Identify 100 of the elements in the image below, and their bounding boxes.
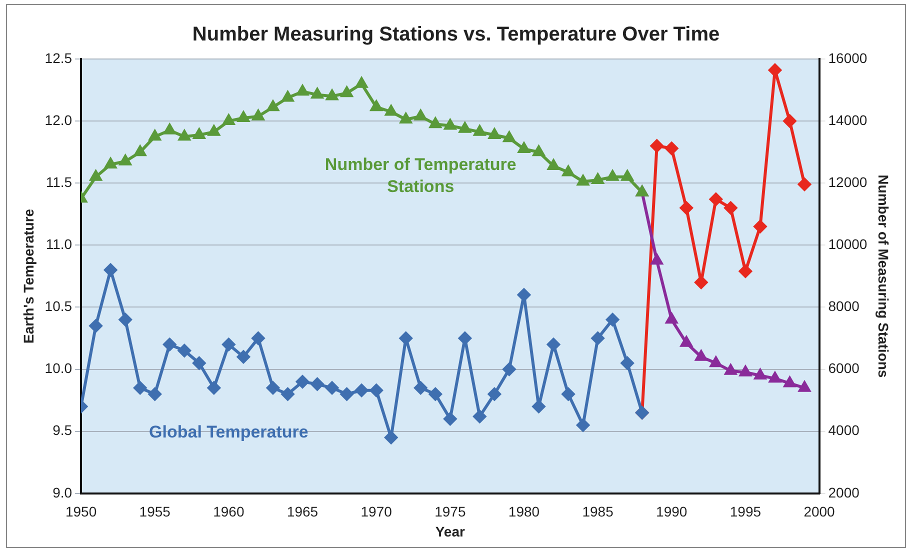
point (754, 220, 767, 234)
x-tick-label: 1985 (582, 504, 614, 520)
point (532, 400, 546, 414)
y-tick-label: 10.5 (44, 298, 72, 314)
point (428, 388, 442, 401)
x-tick-label: 2000 (804, 504, 836, 520)
y2-tick-label: 12000 (828, 174, 868, 190)
point (444, 412, 457, 426)
series-label: Global Temperature (149, 422, 308, 442)
y-tick-label: 10.0 (44, 360, 72, 376)
point (548, 160, 560, 170)
point (474, 125, 486, 136)
point (591, 332, 604, 345)
point (310, 378, 324, 391)
point (267, 100, 279, 112)
point (282, 91, 294, 102)
point (118, 313, 132, 326)
point (238, 111, 250, 122)
point (547, 338, 560, 351)
y-axis-title: Earth's Temperature (20, 208, 36, 344)
point (178, 344, 191, 358)
point (414, 381, 428, 394)
point (296, 375, 310, 388)
x-tick-label: 1960 (213, 504, 244, 520)
point (473, 410, 486, 423)
y-tick-label: 11.5 (46, 174, 72, 190)
point (502, 362, 516, 376)
point (724, 201, 738, 214)
series-label: Number of Temperature Stations (324, 154, 516, 196)
point (104, 158, 116, 168)
point (606, 170, 618, 181)
point (149, 130, 161, 141)
point (384, 431, 398, 444)
point (592, 174, 604, 184)
chart-title: Number Measuring Stations vs. Temperature Over Time (192, 24, 720, 46)
point (532, 146, 545, 156)
point (562, 166, 574, 176)
point (769, 372, 781, 383)
point (666, 313, 678, 324)
point (577, 175, 589, 186)
x-tick-label: 1970 (360, 504, 392, 520)
point (370, 384, 383, 397)
point (680, 201, 693, 214)
y2-axis-title: Number of Measuring Stations (876, 174, 892, 378)
x-tick-label: 1955 (139, 504, 171, 520)
point (148, 388, 162, 401)
point (709, 192, 722, 206)
point (488, 128, 500, 140)
y2-tick-label: 8000 (828, 298, 860, 314)
point (281, 388, 294, 401)
y2-tick-label: 6000 (828, 360, 860, 376)
point (400, 113, 412, 124)
point (459, 122, 471, 133)
point (311, 88, 324, 99)
point (414, 110, 426, 120)
x-axis-title: Year (435, 523, 466, 540)
point (134, 381, 147, 394)
x-tick-label: 1990 (656, 504, 688, 520)
point (488, 388, 501, 401)
x-tick-label: 1980 (508, 504, 540, 520)
point (694, 276, 708, 289)
point (798, 178, 812, 191)
point (192, 356, 206, 370)
point (340, 388, 354, 401)
point (606, 313, 620, 326)
point (326, 90, 338, 100)
point (430, 118, 442, 128)
point (120, 154, 132, 166)
point (104, 263, 118, 276)
point (236, 350, 250, 364)
point (193, 128, 205, 140)
point (178, 130, 190, 141)
point (503, 132, 516, 142)
x-tick-label: 1995 (730, 504, 762, 520)
point (724, 364, 737, 375)
y2-tick-label: 4000 (828, 422, 860, 438)
x-tick-label: 1950 (65, 504, 97, 520)
y-tick-label: 11.0 (46, 236, 72, 252)
point (768, 64, 782, 77)
point (622, 170, 634, 181)
point (207, 381, 220, 394)
point (620, 356, 634, 370)
point (562, 388, 575, 401)
point (296, 85, 308, 96)
x-tick-label: 1965 (286, 504, 318, 520)
point (399, 332, 412, 345)
point (695, 350, 707, 361)
y-tick-label: 9.0 (52, 484, 72, 500)
point (370, 100, 382, 112)
point (134, 146, 146, 156)
y2-tick-label: 14000 (828, 112, 868, 128)
point (252, 332, 265, 345)
point (326, 381, 339, 394)
point (222, 338, 236, 351)
y2-tick-label: 2000 (828, 484, 860, 500)
point (355, 384, 368, 397)
point (754, 368, 766, 380)
point (385, 105, 397, 116)
point (738, 264, 752, 278)
point (784, 376, 796, 388)
